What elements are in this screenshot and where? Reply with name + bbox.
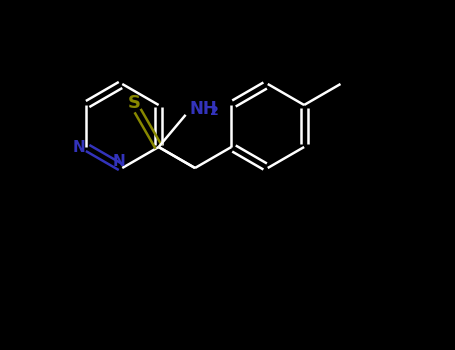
Text: NH: NH <box>190 100 217 118</box>
Text: 2: 2 <box>210 105 218 118</box>
Text: N: N <box>72 140 85 155</box>
Text: N: N <box>113 154 126 168</box>
Text: S: S <box>128 94 141 112</box>
